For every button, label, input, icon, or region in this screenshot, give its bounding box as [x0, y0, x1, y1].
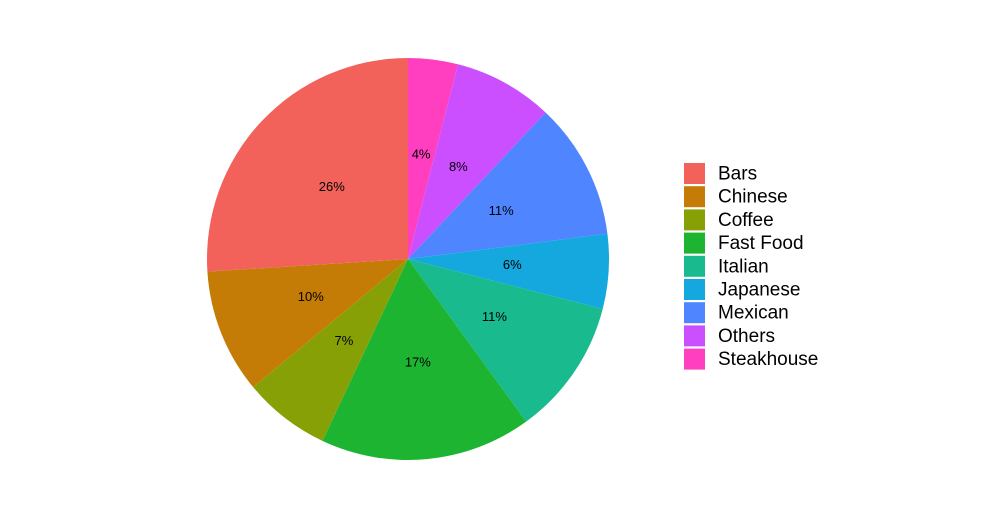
legend-swatch-mexican: [684, 302, 705, 324]
legend-label-coffee: Coffee: [718, 210, 774, 231]
slice-label-mexican: 11%: [489, 203, 514, 218]
legend-label-bars: Bars: [718, 164, 757, 185]
pie-slice-mexican: [408, 112, 608, 259]
pie-labels: 4% 8% 11% 6% 11% 17% 7% 10% 26%: [298, 147, 522, 370]
slice-label-others: 8%: [449, 159, 468, 174]
slice-label-bars: 26%: [319, 179, 345, 194]
legend-label-chinese: Chinese: [718, 187, 788, 208]
legend-label-fast-food: Fast Food: [718, 233, 804, 254]
legend-swatch-chinese: [684, 186, 705, 208]
legend-swatch-steakhouse: [684, 348, 705, 370]
pie-slice-steakhouse: [408, 57, 458, 259]
pie-slice-others: [408, 64, 546, 259]
pie-slice-coffee: [253, 259, 408, 441]
pie-slice-bars: [207, 58, 408, 272]
slice-label-chinese: 10%: [298, 289, 324, 304]
legend-label-others: Others: [718, 326, 775, 347]
legend-swatch-japanese: [684, 279, 705, 300]
legend-swatch-fast-food: [684, 232, 705, 254]
slice-label-japanese: 6%: [503, 257, 522, 272]
slice-label-coffee: 7%: [335, 333, 354, 348]
pie-slice-japanese: [408, 233, 610, 309]
legend-swatch-bars: [684, 163, 705, 184]
legend-label-mexican: Mexican: [718, 303, 789, 324]
slice-label-fast-food: 17%: [405, 354, 431, 369]
slice-label-italian: 11%: [482, 309, 507, 324]
legend-swatch-coffee: [684, 209, 705, 231]
pie-slice-fast-food: [322, 259, 527, 460]
slice-label-steakhouse: 4%: [412, 147, 431, 162]
legend-swatch-italian: [684, 255, 705, 277]
legend-label-italian: Italian: [718, 256, 769, 277]
legend-label-steakhouse: Steakhouse: [718, 349, 818, 370]
legend-label-japanese: Japanese: [718, 280, 800, 301]
pie-slices: [207, 57, 610, 460]
legend-swatch-others: [684, 325, 705, 347]
pie-slice-italian: [408, 259, 603, 422]
pie-slice-chinese: [207, 259, 408, 388]
